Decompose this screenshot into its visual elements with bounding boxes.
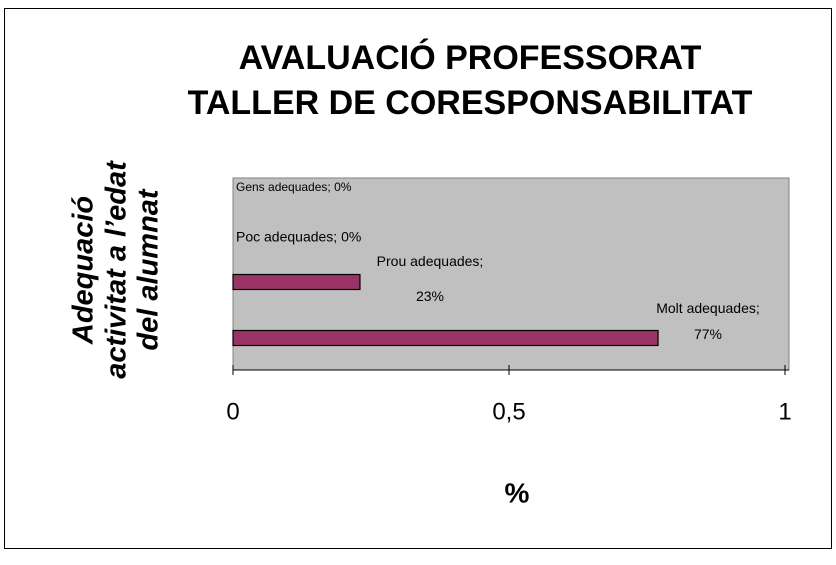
data-label: Poc adequades; 0% [236, 229, 361, 245]
data-label: Molt adequades; 77% [656, 300, 760, 342]
bar [232, 273, 361, 291]
x-tick-label: 0,5 [492, 398, 525, 425]
x-tick-label: 1 [778, 398, 791, 425]
y-axis-label: Adequació [68, 196, 100, 345]
chart-title: TALLER DE CORESPONSABILITAT [188, 84, 753, 122]
bar [232, 329, 659, 347]
chart-title: AVALUACIÓ PROFESSORAT [239, 39, 702, 77]
y-axis-label: activitat a l’edat [101, 160, 133, 379]
y-axis-label: del alumnat [133, 188, 165, 350]
data-label: Prou adequades; 23% [377, 253, 484, 304]
x-axis-label: % [505, 477, 530, 508]
data-label: Gens adequades; 0% [236, 180, 352, 194]
x-tick-label: 0 [226, 398, 239, 425]
